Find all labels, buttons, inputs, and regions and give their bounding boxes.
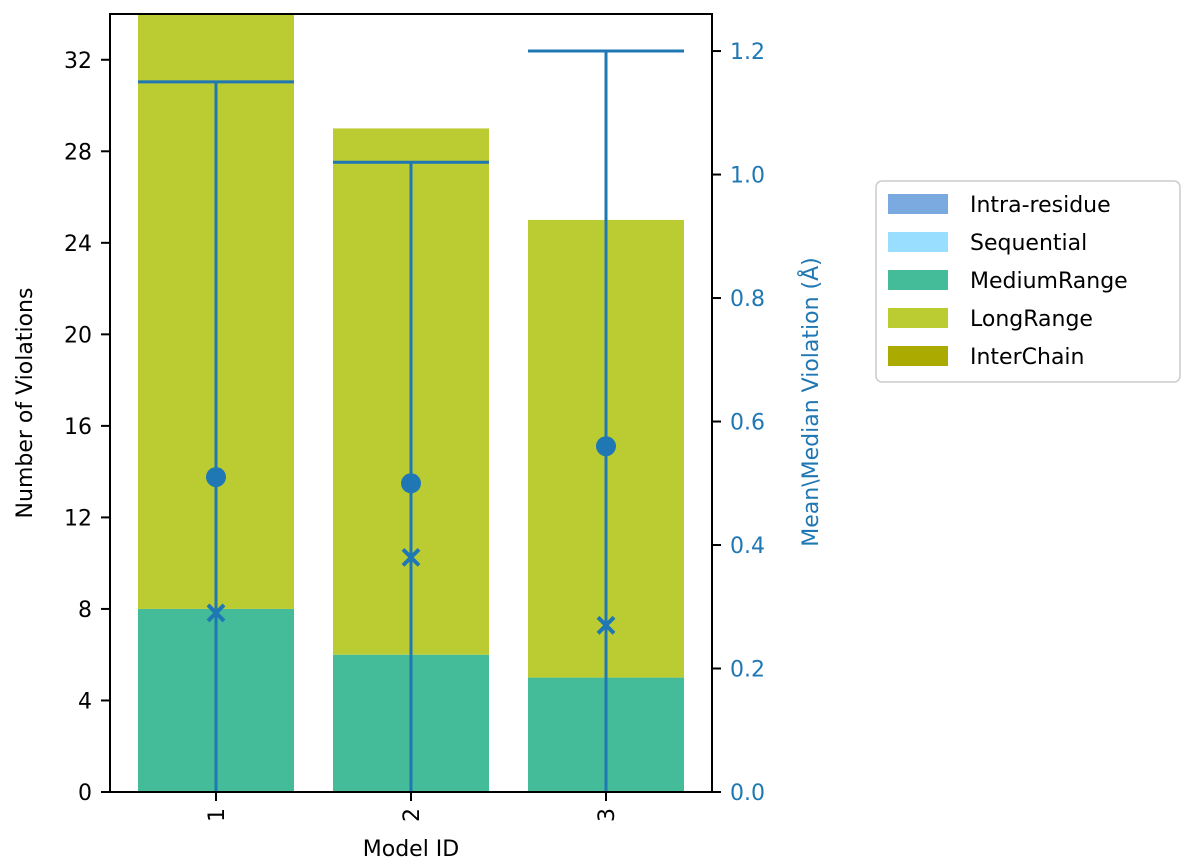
- violation-errorbars-layer: [138, 49, 684, 792]
- right-tick-label-0.8: 0.8: [730, 287, 765, 312]
- mean-marker-model-2: [401, 473, 421, 494]
- left-tick-label-0: 0: [78, 781, 92, 806]
- left-tick-label-12: 12: [64, 506, 92, 531]
- legend-label-mediumrange: MediumRange: [970, 269, 1128, 294]
- right-tick-label-1.0: 1.0: [730, 164, 765, 189]
- x-axis-label: Model ID: [363, 837, 459, 858]
- x-tick-label-1: 1: [205, 808, 230, 822]
- mean-marker-model-1: [206, 467, 226, 488]
- x-axis: 1 2 3: [205, 792, 620, 822]
- y2-axis-label: Mean\Median Violation (Å): [797, 257, 824, 546]
- x-tick-label-3: 3: [595, 808, 620, 822]
- left-tick-label-8: 8: [78, 598, 92, 623]
- left-y-axis: 0 4 8 12 16 20 24 28 32: [64, 49, 110, 806]
- legend-swatch-mediumrange: [888, 270, 948, 290]
- right-tick-label-1.2: 1.2: [730, 40, 765, 65]
- legend-frame: [875, 180, 1181, 383]
- right-tick-label-0.0: 0.0: [730, 781, 765, 806]
- left-tick-label-24: 24: [64, 232, 92, 257]
- legend-label-longrange: LongRange: [970, 307, 1093, 332]
- legend: Intra-residue Sequential MediumRange LongRa…: [875, 180, 1181, 383]
- left-tick-label-32: 32: [64, 49, 92, 74]
- legend-swatch-interchain: [888, 346, 948, 366]
- right-tick-label-0.6: 0.6: [730, 411, 765, 436]
- left-tick-label-28: 28: [64, 140, 92, 165]
- median-marker-model-2: [401, 547, 421, 567]
- right-y-axis: 0.0 0.2 0.4 0.6 0.8 1.0 1.2: [712, 40, 765, 806]
- mean-marker-model-3: [596, 436, 616, 457]
- legend-swatch-longrange: [888, 308, 948, 328]
- left-tick-label-20: 20: [64, 323, 92, 348]
- median-marker-model-1: [206, 603, 226, 623]
- left-tick-label-16: 16: [64, 415, 92, 440]
- right-tick-label-0.4: 0.4: [730, 534, 765, 559]
- legend-label-intra-residue: Intra-residue: [970, 193, 1111, 218]
- left-tick-label-4: 4: [78, 689, 92, 714]
- median-marker-model-3: [596, 615, 616, 635]
- legend-label-sequential: Sequential: [970, 231, 1087, 256]
- legend-swatch-intra-residue: [888, 194, 948, 214]
- legend-swatch-sequential: [888, 232, 948, 252]
- x-tick-label-2: 2: [400, 808, 425, 822]
- legend-label-interchain: InterChain: [970, 345, 1084, 370]
- y-axis-label: Number of Violations: [13, 288, 38, 519]
- right-tick-label-0.2: 0.2: [730, 658, 765, 683]
